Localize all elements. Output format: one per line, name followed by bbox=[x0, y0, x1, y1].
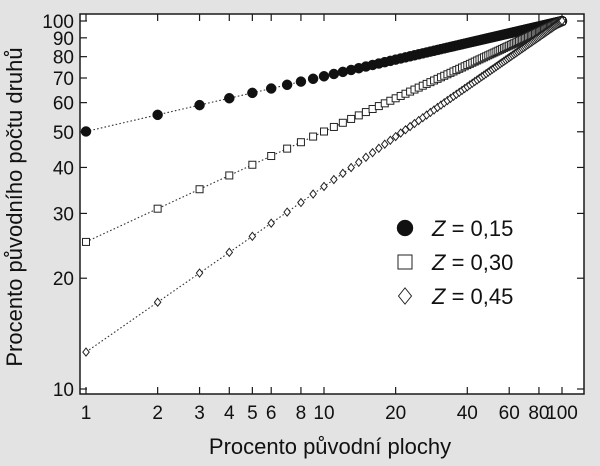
data-point bbox=[347, 114, 356, 123]
data-point bbox=[265, 83, 277, 94]
legend-z-symbol: Z bbox=[431, 250, 452, 275]
data-point bbox=[309, 132, 318, 141]
x-tick-label: 80 bbox=[528, 403, 549, 424]
x-tick-label: 60 bbox=[499, 403, 520, 424]
data-point bbox=[247, 87, 258, 99]
x-tick-label: 5 bbox=[247, 403, 258, 424]
y-tick-label: 50 bbox=[53, 123, 74, 144]
data-point bbox=[194, 99, 205, 111]
data-point bbox=[396, 128, 405, 138]
data-point bbox=[375, 143, 383, 154]
data-point bbox=[295, 76, 307, 87]
data-point bbox=[82, 347, 90, 357]
data-point bbox=[318, 71, 330, 82]
y-tick-label: 80 bbox=[53, 48, 74, 69]
data-point bbox=[309, 189, 317, 199]
legend-marker-diamond bbox=[397, 287, 413, 305]
legend-marker-circle bbox=[396, 219, 414, 237]
data-point bbox=[153, 204, 162, 213]
x-tick-label: 2 bbox=[152, 403, 163, 424]
data-point bbox=[82, 237, 90, 246]
data-point bbox=[248, 231, 257, 242]
data-point bbox=[354, 157, 363, 168]
data-point bbox=[296, 138, 305, 147]
data-point bbox=[307, 73, 319, 85]
legend-z-value: = 0,15 bbox=[452, 216, 514, 241]
legend-z-symbol: Z bbox=[431, 284, 452, 309]
x-tick-label: 100 bbox=[546, 403, 578, 424]
series-circle bbox=[80, 15, 568, 137]
y-tick-label: 70 bbox=[53, 69, 74, 90]
data-point bbox=[329, 122, 338, 131]
data-point bbox=[297, 197, 305, 208]
data-point bbox=[80, 126, 92, 137]
data-point bbox=[386, 135, 395, 146]
data-point bbox=[338, 118, 347, 127]
data-point bbox=[339, 168, 347, 179]
data-point bbox=[328, 68, 340, 80]
data-point bbox=[391, 131, 400, 142]
x-axis-label: Procento původní plochy bbox=[209, 434, 451, 459]
data-point bbox=[281, 79, 293, 91]
data-point bbox=[195, 185, 204, 194]
data-point bbox=[347, 162, 355, 173]
x-tick-label: 6 bbox=[266, 403, 277, 424]
series-diamond bbox=[82, 16, 566, 357]
axis-ticks: 1 2 3 4 5 6 8 10 20 40 60 8010010203040506070809010… bbox=[42, 12, 584, 424]
data-point bbox=[361, 108, 370, 117]
legend-z-value: = 0,30 bbox=[452, 250, 514, 275]
data-point bbox=[320, 127, 328, 136]
series-layer bbox=[80, 15, 568, 357]
data-point bbox=[401, 124, 410, 135]
x-tick-label: 4 bbox=[224, 403, 235, 424]
data-point bbox=[267, 152, 276, 161]
data-point bbox=[225, 171, 234, 180]
data-point bbox=[368, 147, 377, 158]
data-point bbox=[330, 174, 338, 185]
x-tick-label: 20 bbox=[385, 403, 406, 424]
x-tick-label: 8 bbox=[296, 403, 307, 424]
data-point bbox=[248, 160, 257, 169]
y-tick-label: 10 bbox=[53, 380, 74, 401]
data-point bbox=[224, 92, 235, 104]
data-point bbox=[283, 207, 291, 217]
legend-z-symbol: Z bbox=[431, 216, 452, 241]
legend-marker-square bbox=[397, 254, 413, 270]
data-point bbox=[267, 218, 276, 229]
data-point bbox=[195, 268, 204, 278]
data-point bbox=[380, 139, 389, 149]
x-tick-label: 40 bbox=[457, 403, 478, 424]
legend-entry-label: Z = 0,45 bbox=[431, 284, 513, 309]
x-tick-label: 1 bbox=[81, 403, 92, 424]
data-point bbox=[354, 111, 363, 120]
legend-entry-label: Z = 0,30 bbox=[431, 250, 513, 275]
data-point bbox=[225, 247, 234, 258]
y-tick-label: 30 bbox=[53, 204, 74, 225]
data-point bbox=[320, 181, 328, 192]
y-axis-label: Procento původního počtu druhů bbox=[2, 47, 27, 366]
y-tick-label: 20 bbox=[53, 269, 74, 290]
x-tick-label: 3 bbox=[194, 403, 205, 424]
legend-entry-label: Z = 0,15 bbox=[431, 216, 513, 241]
data-point bbox=[153, 297, 162, 308]
y-tick-label: 40 bbox=[53, 158, 74, 179]
y-tick-label: 60 bbox=[53, 94, 74, 115]
legend: Z = 0,15Z = 0,30Z = 0,45 bbox=[396, 216, 513, 309]
x-tick-label: 10 bbox=[313, 403, 334, 424]
y-tick-label: 100 bbox=[42, 12, 74, 33]
legend-z-value: = 0,45 bbox=[452, 284, 514, 309]
y-tick-label: 90 bbox=[53, 29, 74, 50]
data-point bbox=[362, 152, 370, 163]
data-point bbox=[283, 144, 292, 153]
data-point bbox=[558, 16, 566, 26]
data-point bbox=[152, 109, 163, 121]
